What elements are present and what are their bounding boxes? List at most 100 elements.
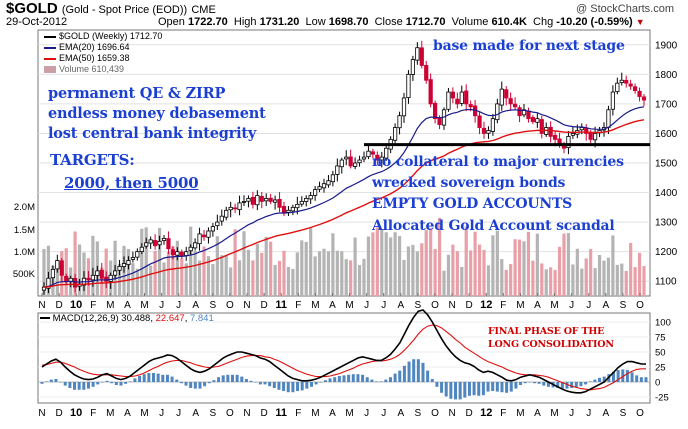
candle-body	[579, 127, 584, 131]
candle-body	[304, 198, 309, 202]
candle-body	[55, 260, 60, 270]
volume-bar	[331, 233, 335, 296]
candle-body	[210, 226, 215, 232]
macd-histogram-bar	[226, 374, 230, 382]
candle-body	[446, 91, 451, 110]
ohlc-stats: Open 1722.70 High 1731.20 Low 1698.70 Cl…	[158, 16, 645, 28]
candle-body	[255, 195, 260, 206]
x-tick-label: S	[415, 408, 422, 419]
x-tick-label: M	[516, 300, 524, 311]
symbol-description: (Gold - Spot Price (EOD))	[61, 4, 188, 16]
x-tick-label: F	[90, 300, 96, 311]
candle-body	[157, 240, 162, 246]
candle-body	[335, 165, 340, 175]
volume-bar	[553, 270, 557, 296]
macd-histogram-bar	[156, 373, 160, 382]
x-tick-label: A	[602, 408, 609, 419]
candle-body	[379, 156, 384, 161]
candle-body	[295, 203, 300, 209]
candle-body	[161, 237, 167, 241]
volume-bar	[264, 236, 268, 296]
macd-histogram-bar	[370, 379, 374, 382]
volume-tick-label: 1.0M	[14, 247, 35, 258]
x-tick-label: O	[636, 408, 644, 419]
x-tick-label: J	[176, 408, 181, 419]
volume-bar	[269, 241, 273, 296]
candle-body	[330, 174, 335, 183]
volume-bar	[424, 230, 428, 296]
x-tick-label: J	[381, 300, 386, 311]
macd-value: 30.488	[121, 313, 151, 324]
ema50-swatch	[44, 57, 56, 60]
macd-histogram-bar	[282, 382, 286, 391]
x-tick-label: F	[500, 300, 506, 311]
volume-bar	[162, 262, 166, 296]
annotation-qe-2: endless money debasement	[48, 105, 266, 122]
macd-line	[41, 309, 646, 394]
candle-body	[246, 198, 251, 202]
annotation-collateral-3: EMPTY GOLD ACCOUNTS	[372, 196, 573, 212]
macd-histogram-bar	[472, 382, 476, 396]
macd-histogram-bar	[384, 379, 388, 382]
x-tick-label: M	[106, 408, 114, 419]
macd-histogram-bar	[68, 382, 72, 388]
x-tick-label: O	[226, 300, 234, 311]
x-tick-label: M	[311, 300, 319, 311]
annotation-qe-3: lost central bank integrity	[48, 125, 257, 142]
macd-histogram-bar	[323, 380, 327, 382]
candle-body	[113, 270, 118, 276]
candle-body	[99, 269, 104, 279]
volume-bar	[300, 240, 304, 296]
annotation-final-2: LONG CONSOLIDATION	[488, 339, 614, 350]
macd-histogram-bar	[96, 382, 100, 385]
macd-frame	[37, 312, 651, 404]
volume-bar	[149, 265, 153, 296]
macd-histogram-bar	[347, 374, 351, 382]
volume-bar	[166, 252, 171, 296]
candle-body	[570, 133, 575, 136]
volume-bar	[126, 249, 131, 296]
volume-bar	[620, 263, 624, 296]
macd-histogram-bar	[73, 382, 77, 390]
candle-body	[508, 98, 513, 105]
histogram-value: 7.841	[189, 313, 214, 324]
candle-body	[619, 79, 624, 83]
candle-body	[415, 47, 420, 61]
volume-bar	[411, 244, 415, 296]
x-tick-label: J	[364, 408, 369, 419]
x-tick-label: J	[159, 300, 164, 311]
x-tick-label: 10	[70, 407, 82, 419]
macd-histogram-bar	[128, 381, 132, 382]
legend-volume: Volume 610,439	[44, 64, 124, 74]
x-tick-label: A	[534, 300, 541, 311]
annotation-qe-1: permanent QE & ZIRP	[48, 85, 226, 102]
volume-bar	[157, 227, 162, 296]
volume-bar	[602, 260, 606, 296]
candle-body	[130, 257, 135, 260]
volume-bar	[344, 259, 348, 296]
macd-histogram-bar	[305, 382, 309, 389]
candle-body	[459, 91, 464, 104]
macd-histogram-bar	[286, 382, 290, 393]
macd-histogram-bar	[258, 382, 262, 385]
volume-bar	[513, 239, 517, 296]
candle-body	[233, 207, 238, 210]
candle-body	[259, 196, 264, 202]
macd-histogram-bar	[458, 382, 462, 400]
macd-histogram-bar	[54, 379, 58, 382]
macd-histogram-bar	[207, 382, 211, 384]
candle-body	[526, 110, 531, 120]
macd-histogram-bar	[616, 370, 620, 382]
candle-body	[86, 277, 91, 281]
macd-histogram-bar	[435, 382, 439, 387]
macd-histogram-bar	[537, 382, 541, 384]
volume-bar	[442, 270, 446, 296]
macd-histogram-bar	[212, 380, 216, 382]
volume-bar	[517, 239, 522, 296]
candle-body	[370, 151, 375, 155]
price-tick-label: 1100	[655, 277, 677, 288]
x-tick-label: N	[38, 300, 45, 311]
ema20-line	[43, 106, 645, 288]
macd-histogram-bar	[82, 382, 86, 390]
volume-bar	[77, 244, 82, 296]
